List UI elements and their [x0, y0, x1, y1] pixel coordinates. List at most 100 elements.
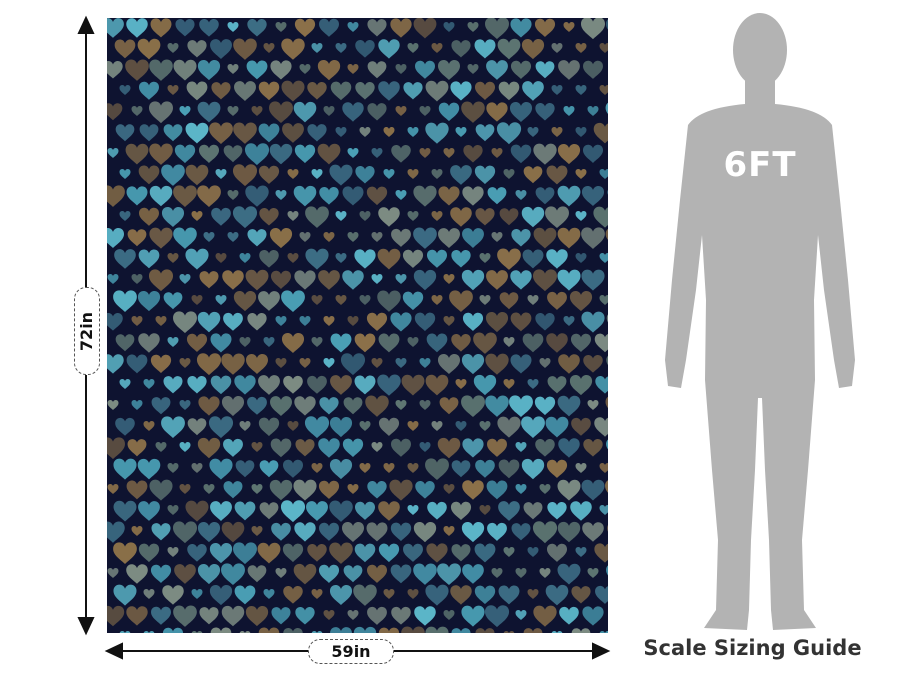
heart-icon	[475, 208, 495, 226]
heart-icon	[287, 253, 299, 263]
heart-icon	[209, 122, 233, 144]
heart-icon	[318, 270, 340, 290]
heart-icon	[605, 480, 608, 493]
heart-icon	[487, 522, 507, 541]
heart-icon	[199, 18, 219, 37]
heart-icon	[307, 81, 327, 100]
heart-icon	[107, 400, 119, 410]
heart-icon	[127, 439, 147, 457]
heart-icon	[107, 521, 125, 543]
heart-icon	[259, 249, 279, 268]
heart-icon	[437, 354, 461, 375]
heart-icon	[209, 584, 233, 606]
heart-icon	[474, 585, 496, 605]
heart-icon	[227, 232, 239, 242]
heart-icon	[599, 631, 608, 633]
heart-icon	[571, 628, 591, 633]
heart-icon	[605, 396, 608, 409]
heart-icon	[583, 354, 603, 373]
heart-icon	[378, 417, 400, 436]
heart-icon	[119, 631, 131, 633]
heart-icon	[335, 43, 347, 53]
heart-icon	[258, 165, 280, 185]
heart-icon	[395, 64, 407, 74]
heart-icon	[581, 311, 605, 333]
heart-icon	[593, 206, 608, 228]
heart-icon	[439, 397, 459, 415]
heart-icon	[575, 253, 587, 263]
heart-icon	[179, 484, 191, 494]
heart-icon	[359, 421, 371, 431]
heart-icon	[486, 270, 508, 290]
heart-icon	[535, 103, 555, 121]
heart-icon	[233, 38, 257, 60]
heart-icon	[378, 333, 400, 353]
heart-icon	[251, 526, 263, 536]
heart-icon	[311, 295, 323, 305]
heart-icon	[283, 375, 303, 394]
heart-icon	[347, 148, 359, 158]
heart-icon	[114, 39, 136, 59]
heart-icon	[533, 143, 557, 165]
heart-icon	[179, 442, 191, 452]
heart-icon	[499, 292, 519, 310]
heart-icon	[305, 206, 329, 228]
heart-icon	[149, 185, 173, 207]
heart-icon	[551, 43, 563, 53]
heart-icon	[342, 438, 364, 458]
heart-icon	[126, 354, 148, 374]
heart-icon	[167, 547, 179, 557]
heart-icon	[113, 584, 137, 606]
heart-icon	[127, 229, 147, 247]
heart-icon	[437, 563, 461, 586]
heart-icon	[535, 61, 555, 79]
heart-icon	[247, 229, 267, 247]
heart-icon	[606, 355, 608, 365]
heart-icon	[107, 18, 124, 38]
heart-icon	[221, 353, 245, 375]
heart-icon	[425, 122, 449, 144]
heart-icon	[295, 439, 315, 457]
heart-icon	[383, 169, 395, 179]
heart-icon	[558, 60, 580, 80]
heart-icon	[114, 249, 136, 269]
heart-icon	[299, 358, 311, 368]
heart-icon	[558, 438, 580, 458]
heart-icon	[594, 543, 608, 563]
heart-icon	[522, 333, 544, 353]
heart-icon	[185, 500, 209, 522]
heart-icon	[113, 542, 137, 564]
heart-icon	[546, 249, 568, 269]
heart-icon	[173, 59, 197, 81]
heart-icon	[317, 59, 341, 81]
heart-icon	[353, 626, 377, 633]
heart-icon	[509, 395, 533, 418]
heart-icon	[113, 290, 137, 312]
heart-icon	[329, 500, 353, 522]
heart-icon	[366, 564, 388, 583]
heart-icon	[354, 333, 376, 353]
heart-icon	[450, 585, 472, 605]
heart-icon	[335, 253, 347, 263]
heart-icon	[294, 396, 316, 416]
heart-icon	[210, 375, 232, 395]
heart-icon	[330, 81, 352, 101]
heart-icon	[583, 439, 603, 457]
heart-icon	[119, 169, 131, 179]
heart-icon	[294, 144, 316, 164]
heart-icon	[211, 207, 231, 226]
heart-icon	[319, 397, 339, 415]
heart-icon	[551, 127, 563, 137]
heart-icon	[107, 605, 125, 627]
heart-icon	[431, 295, 443, 305]
heart-icon	[258, 123, 280, 143]
heart-icon	[347, 232, 359, 242]
heart-icon	[419, 358, 431, 368]
heart-icon	[487, 187, 507, 205]
height-label-text: 72in	[77, 311, 97, 351]
heart-icon	[407, 127, 419, 137]
heart-icon	[197, 59, 221, 81]
heart-icon	[395, 358, 407, 368]
heart-icon	[582, 144, 604, 163]
heart-icon	[138, 543, 160, 563]
